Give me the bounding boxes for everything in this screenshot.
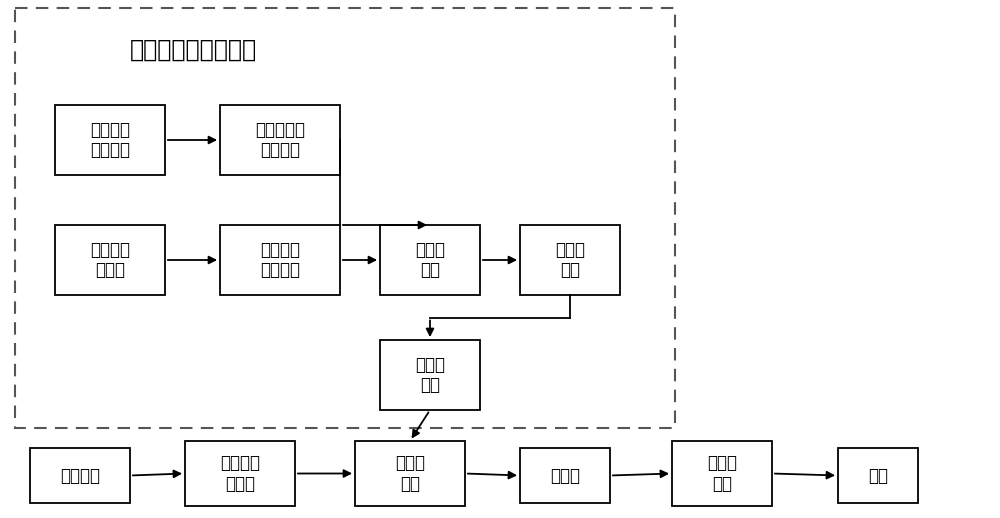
- Bar: [55, 105, 165, 175]
- Text: 切片: 切片: [868, 467, 888, 484]
- Text: 混合料
料斗: 混合料 料斗: [415, 240, 445, 279]
- Text: 载体树脂螺
杆喂料器: 载体树脂螺 杆喂料器: [255, 121, 305, 160]
- Text: 熔体过
滤器: 熔体过 滤器: [707, 454, 737, 493]
- Bar: [15, 8, 675, 428]
- Bar: [220, 225, 340, 295]
- Bar: [355, 441, 465, 506]
- Bar: [672, 441, 772, 506]
- Bar: [520, 448, 610, 503]
- Text: 注入计
量泵: 注入计 量泵: [415, 355, 445, 394]
- Bar: [185, 441, 295, 506]
- Text: 扩链剂螺
杆喂料器: 扩链剂螺 杆喂料器: [260, 240, 300, 279]
- Text: 扩链剂粉
体料斗: 扩链剂粉 体料斗: [90, 240, 130, 279]
- Text: 熔体计量
齿轮泵: 熔体计量 齿轮泵: [220, 454, 260, 493]
- Bar: [380, 340, 480, 410]
- Bar: [55, 225, 165, 295]
- Text: 载体树脂
切片料斗: 载体树脂 切片料斗: [90, 121, 130, 160]
- Text: 动态混
合器: 动态混 合器: [395, 454, 425, 493]
- Bar: [220, 105, 340, 175]
- Text: 缩聚系统: 缩聚系统: [60, 467, 100, 484]
- Bar: [838, 448, 918, 503]
- Bar: [380, 225, 480, 295]
- Bar: [30, 448, 130, 503]
- Text: 均化器: 均化器: [550, 467, 580, 484]
- Text: 扩链剂母粒注入装置: 扩链剂母粒注入装置: [130, 38, 257, 62]
- Bar: [520, 225, 620, 295]
- Text: 螺杆挤
出机: 螺杆挤 出机: [555, 240, 585, 279]
